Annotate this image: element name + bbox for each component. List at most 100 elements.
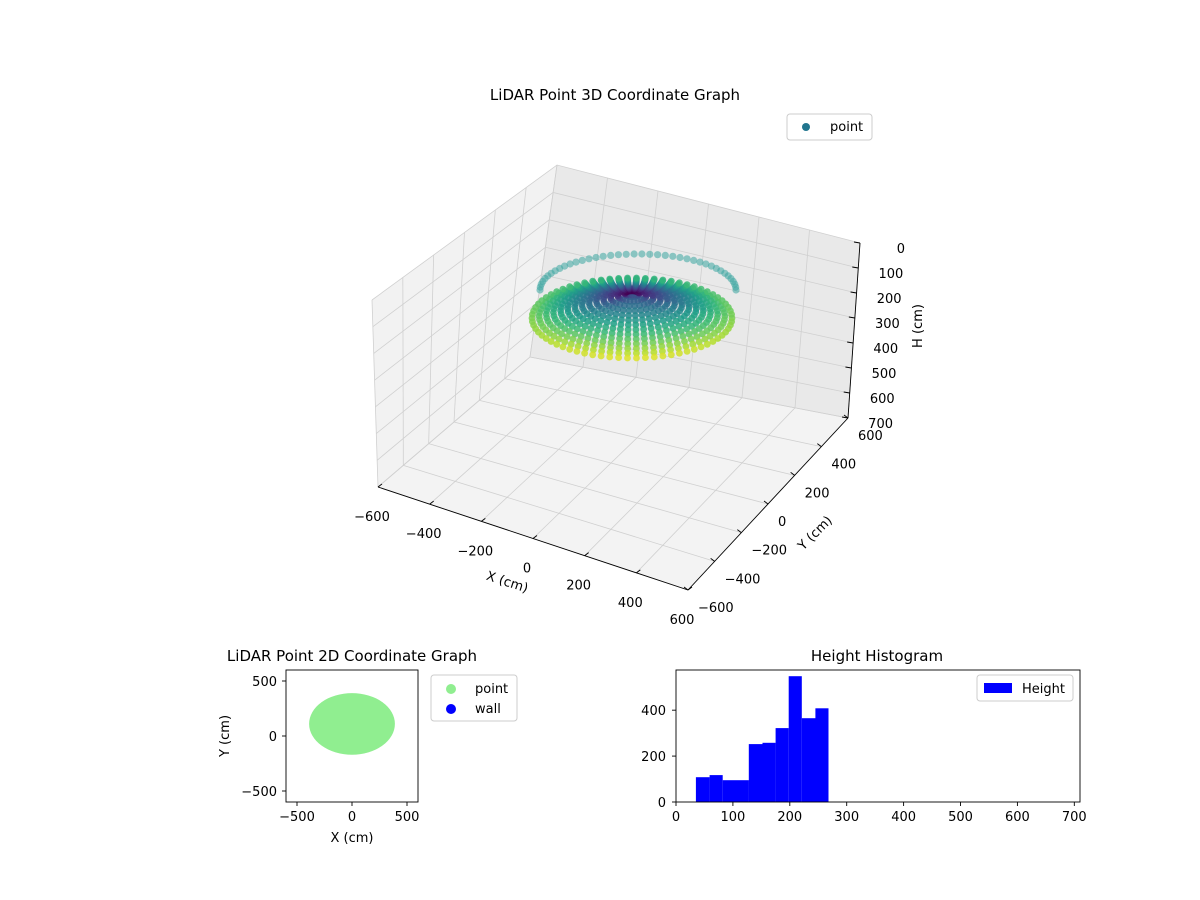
x-tick-label-3d: 400	[618, 596, 643, 611]
legend-2d-wall-marker	[446, 704, 456, 714]
point-3d	[669, 252, 677, 260]
point-3d	[709, 291, 717, 298]
point-3d	[614, 251, 623, 259]
point-3d	[706, 305, 714, 313]
y-axis-label-2d: Y (cm)	[218, 715, 233, 758]
point-3d	[659, 352, 667, 360]
z-tick-mark-3d	[848, 316, 855, 319]
histogram-x-tick-label: 200	[777, 810, 802, 825]
histogram-bar	[695, 777, 710, 802]
grid-line-left-wall	[371, 299, 379, 488]
grid-line-right-wall	[794, 229, 810, 408]
point-3d	[697, 285, 705, 293]
histogram-bar	[801, 718, 816, 802]
legend-point-marker	[802, 123, 810, 131]
point-3d	[688, 322, 696, 330]
grid-line-left-wall	[478, 209, 496, 401]
point-3d	[703, 288, 711, 296]
point-3d	[633, 349, 640, 357]
point-3d	[624, 354, 631, 362]
point-3d	[597, 352, 605, 360]
z-tick-label-3d: 300	[875, 317, 900, 332]
point-3d	[642, 354, 649, 361]
z-ticks-3d: 0 100 200 300 400 500 600 700	[841, 241, 905, 432]
chart-3d: LiDAR Point 3D Coordinate Graph −600 −400…	[354, 86, 926, 628]
point-3d	[667, 351, 675, 359]
histogram-bar	[775, 728, 789, 802]
z-tick-mark-3d	[843, 391, 850, 394]
point-3d	[622, 250, 630, 258]
chart-histogram: Height Histogram 0 100 200 300 400 500 600 7000…	[641, 647, 1087, 825]
point-3d	[690, 345, 698, 353]
y-tick-label-2d: −500	[241, 785, 277, 800]
chart-2d: LiDAR Point 2D Coordinate Graph −500−500…	[218, 647, 518, 846]
point-series-2d	[309, 693, 395, 755]
point-3d	[687, 335, 695, 343]
x-tick-label-3d: −200	[457, 544, 493, 559]
point-3d	[571, 330, 579, 338]
grid-line-height	[375, 274, 854, 408]
y-tick-mark-3d	[817, 443, 822, 448]
point-3d	[683, 348, 691, 355]
legend-point-label: point	[830, 120, 863, 135]
point-3d	[691, 328, 698, 335]
z-tick-mark-3d	[845, 366, 852, 369]
point-3d	[624, 340, 632, 348]
point-3d	[563, 333, 571, 340]
x-tick-label-3d: −600	[354, 510, 390, 525]
histogram-bar	[722, 780, 749, 802]
histogram-bar	[709, 775, 723, 802]
z-tick-mark-3d	[841, 416, 849, 419]
point-3d	[713, 307, 721, 315]
x-tick-mark-3d	[377, 483, 383, 488]
point-3d	[592, 253, 600, 262]
y-tick-label-3d: 200	[805, 486, 830, 501]
point-cloud-3d	[528, 250, 740, 362]
point-3d	[573, 348, 581, 355]
point-3d	[706, 332, 714, 340]
point-3d	[589, 351, 597, 359]
point-3d	[615, 340, 623, 347]
z-tick-label-3d: 600	[870, 392, 895, 407]
y-tick-label-2d: 0	[269, 730, 277, 745]
histogram-x-tick-label: 700	[1062, 810, 1087, 825]
point-3d	[566, 283, 574, 291]
point-3d	[606, 353, 614, 361]
histogram-x-tick-label: 400	[891, 810, 916, 825]
point-3d	[624, 335, 632, 343]
y-tick-mark-3d	[737, 529, 742, 534]
point-3d	[699, 303, 707, 311]
x-tick-mark-3d	[584, 552, 589, 557]
histogram-ticks: 0 100 200 300 400 500 600 700 0 200 400	[641, 704, 1087, 825]
x-tick-label-3d: 600	[670, 613, 695, 628]
point-3d	[703, 340, 711, 348]
grid-line-height	[374, 246, 855, 381]
point-3d	[680, 320, 688, 328]
point-3d	[606, 275, 614, 283]
point-3d	[547, 338, 555, 345]
point-cloud-2d	[309, 693, 395, 755]
point-3d	[732, 286, 740, 294]
point-3d	[709, 338, 717, 345]
histogram-title: Height Histogram	[811, 647, 943, 665]
z-tick-label-3d: 500	[872, 367, 897, 382]
point-3d	[633, 274, 640, 282]
x-tick-label-3d: 0	[523, 562, 531, 577]
point-3d	[578, 256, 586, 264]
point-3d	[695, 338, 703, 346]
point-3d	[572, 258, 580, 266]
y-tick-label-3d: 600	[858, 429, 883, 444]
z-tick-mark-3d	[852, 266, 859, 269]
pane-floor	[378, 357, 848, 590]
point-3d	[683, 325, 691, 333]
y-tick-mark-3d	[763, 500, 769, 505]
grid-line-right-wall	[741, 216, 760, 398]
grid-line-height	[377, 356, 849, 488]
histogram-bar	[748, 744, 763, 802]
point-3d	[650, 275, 658, 283]
x-tick-mark-3d	[429, 500, 434, 505]
z-tick-mark-3d	[853, 241, 861, 244]
x-ticks-3d: −600 −400 −200 0 200 400 600	[354, 483, 695, 628]
point-3d	[597, 276, 605, 284]
